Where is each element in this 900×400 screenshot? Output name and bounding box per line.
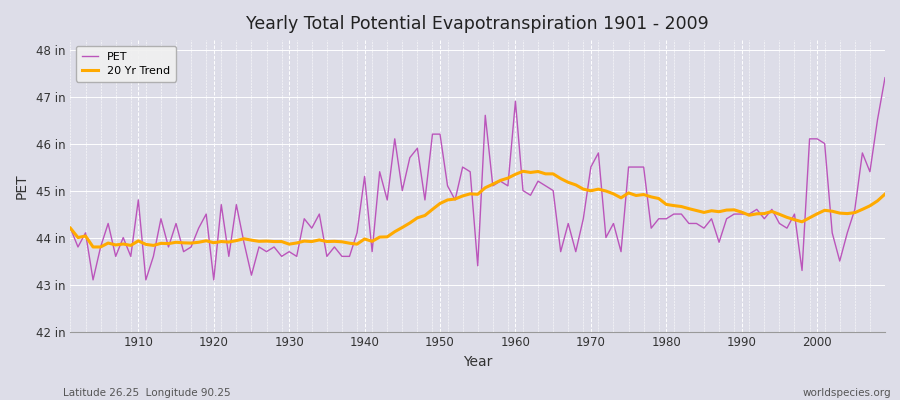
Legend: PET, 20 Yr Trend: PET, 20 Yr Trend bbox=[76, 46, 176, 82]
20 Yr Trend bbox=[525, 170, 535, 175]
20 Yr Trend bbox=[299, 239, 310, 244]
20 Yr Trend bbox=[344, 241, 355, 246]
Title: Yearly Total Potential Evapotranspiration 1901 - 2009: Yearly Total Potential Evapotranspiratio… bbox=[247, 15, 709, 33]
20 Yr Trend bbox=[510, 172, 521, 177]
20 Yr Trend bbox=[87, 244, 98, 249]
PET bbox=[133, 198, 144, 202]
PET bbox=[65, 226, 76, 230]
20 Yr Trend bbox=[879, 192, 890, 196]
20 Yr Trend bbox=[518, 169, 528, 174]
Line: PET: PET bbox=[70, 78, 885, 280]
Text: Latitude 26.25  Longitude 90.25: Latitude 26.25 Longitude 90.25 bbox=[63, 388, 230, 398]
20 Yr Trend bbox=[65, 226, 76, 230]
PET bbox=[344, 254, 355, 259]
X-axis label: Year: Year bbox=[463, 355, 492, 369]
PET bbox=[518, 188, 528, 193]
Y-axis label: PET: PET bbox=[15, 173, 29, 199]
PET bbox=[879, 75, 890, 80]
Line: 20 Yr Trend: 20 Yr Trend bbox=[70, 171, 885, 247]
PET bbox=[87, 278, 98, 282]
Text: worldspecies.org: worldspecies.org bbox=[803, 388, 891, 398]
20 Yr Trend bbox=[133, 238, 144, 243]
20 Yr Trend bbox=[616, 196, 626, 200]
PET bbox=[299, 216, 310, 221]
PET bbox=[510, 99, 521, 104]
PET bbox=[608, 221, 619, 226]
